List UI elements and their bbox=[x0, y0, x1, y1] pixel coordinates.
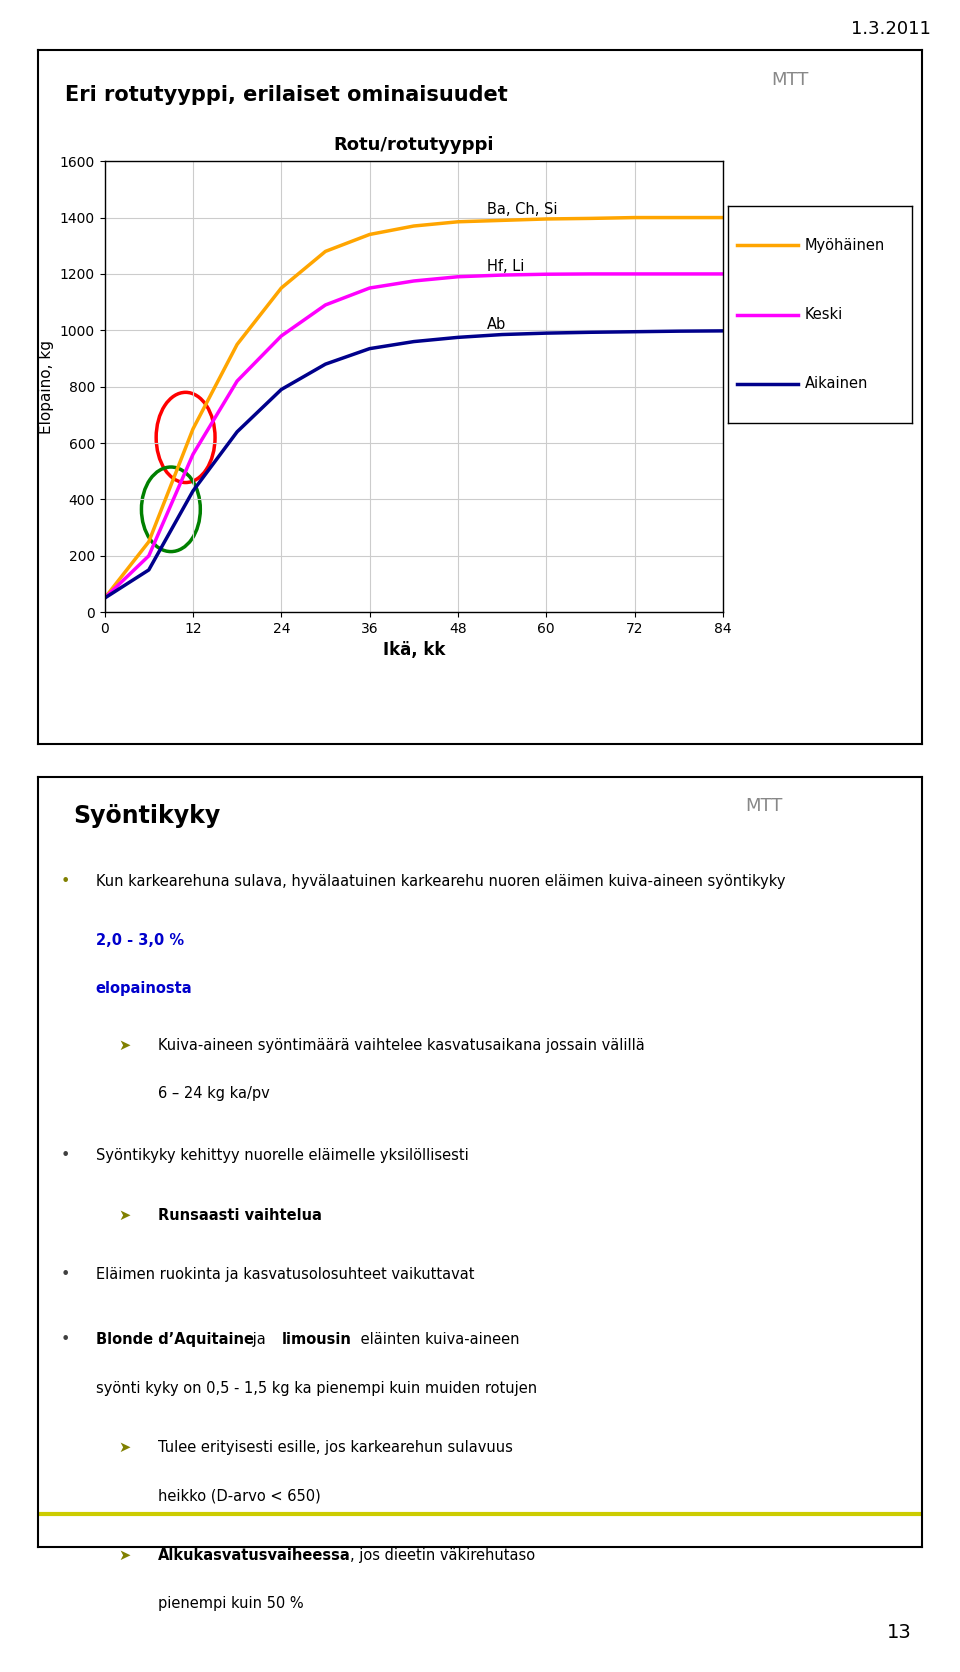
Line: Aikainen: Aikainen bbox=[105, 331, 723, 599]
Keski bbox=[99, 589, 110, 609]
Text: 6 – 24 kg ka/pv: 6 – 24 kg ka/pv bbox=[157, 1087, 270, 1102]
Keski bbox=[231, 371, 243, 391]
Myöhäinen bbox=[717, 207, 729, 227]
Text: Kuiva-aineen syöntimäärä vaihtelee kasvatusaikana jossain välillä: Kuiva-aineen syöntimäärä vaihtelee kasva… bbox=[157, 1038, 644, 1053]
Myöhäinen bbox=[496, 211, 508, 231]
Keski bbox=[187, 445, 199, 465]
Aikainen bbox=[276, 380, 287, 400]
Text: Aikainen: Aikainen bbox=[805, 376, 869, 391]
Text: limousin: limousin bbox=[281, 1333, 351, 1348]
Aikainen bbox=[673, 321, 684, 341]
Myöhäinen bbox=[673, 207, 684, 227]
Text: Alkukasvatusvaiheessa: Alkukasvatusvaiheessa bbox=[157, 1548, 350, 1563]
Myöhäinen bbox=[540, 209, 552, 229]
Aikainen bbox=[364, 339, 375, 359]
Text: Tulee erityisesti esille, jos karkearehun sulavuus: Tulee erityisesti esille, jos karkearehu… bbox=[157, 1440, 513, 1455]
Text: •: • bbox=[60, 1267, 70, 1282]
Text: heikko (D-arvo < 650): heikko (D-arvo < 650) bbox=[157, 1488, 321, 1503]
Text: Hf, Li: Hf, Li bbox=[488, 259, 525, 274]
Myöhäinen bbox=[452, 212, 464, 232]
Myöhäinen bbox=[276, 278, 287, 298]
Text: ➤: ➤ bbox=[118, 1038, 131, 1053]
Myöhäinen bbox=[320, 241, 331, 261]
Aikainen bbox=[408, 331, 420, 351]
Text: ➤: ➤ bbox=[118, 1440, 131, 1455]
Myöhäinen bbox=[408, 216, 420, 236]
Text: •: • bbox=[60, 1333, 70, 1348]
Text: 1.3.2011: 1.3.2011 bbox=[852, 20, 931, 38]
Aikainen bbox=[452, 328, 464, 348]
Myöhäinen bbox=[187, 420, 199, 440]
Keski bbox=[364, 278, 375, 298]
Aikainen bbox=[187, 482, 199, 502]
Myöhäinen bbox=[143, 532, 155, 552]
Line: Myöhäinen: Myöhäinen bbox=[105, 217, 723, 599]
Text: eläinten kuiva-aineen: eläinten kuiva-aineen bbox=[356, 1333, 520, 1348]
Title: Rotu/rotutyyppi: Rotu/rotutyyppi bbox=[333, 135, 494, 154]
Aikainen bbox=[585, 323, 596, 343]
Aikainen bbox=[99, 589, 110, 609]
Aikainen bbox=[143, 560, 155, 580]
Text: ➤: ➤ bbox=[118, 1548, 131, 1563]
Myöhäinen bbox=[629, 207, 640, 227]
Keski bbox=[320, 294, 331, 314]
Text: Syöntikyky kehittyy nuorelle eläimelle yksilöllisesti: Syöntikyky kehittyy nuorelle eläimelle y… bbox=[96, 1149, 468, 1164]
Aikainen bbox=[231, 421, 243, 441]
X-axis label: Ikä, kk: Ikä, kk bbox=[383, 642, 444, 659]
Text: pienempi kuin 50 %: pienempi kuin 50 % bbox=[157, 1597, 303, 1612]
Aikainen bbox=[320, 354, 331, 375]
Myöhäinen bbox=[231, 334, 243, 354]
Aikainen bbox=[540, 323, 552, 343]
Keski bbox=[276, 326, 287, 346]
Text: Runsaasti vaihtelua: Runsaasti vaihtelua bbox=[157, 1207, 322, 1222]
Myöhäinen bbox=[99, 589, 110, 609]
Text: •: • bbox=[60, 873, 70, 888]
Text: Blonde d’Aquitaine: Blonde d’Aquitaine bbox=[96, 1333, 253, 1348]
Keski bbox=[496, 266, 508, 286]
Myöhäinen bbox=[364, 224, 375, 244]
Keski bbox=[143, 545, 155, 565]
Text: ➤: ➤ bbox=[118, 1207, 131, 1222]
Text: 2,0 - 3,0 %: 2,0 - 3,0 % bbox=[96, 933, 184, 948]
Y-axis label: Elopaino, kg: Elopaino, kg bbox=[39, 339, 54, 433]
Line: Keski: Keski bbox=[105, 274, 723, 599]
Text: 13: 13 bbox=[887, 1624, 912, 1642]
Keski bbox=[585, 264, 596, 284]
Text: Myöhäinen: Myöhäinen bbox=[805, 237, 885, 252]
Text: Syöntikyky: Syöntikyky bbox=[74, 804, 221, 828]
Keski bbox=[717, 264, 729, 284]
Text: Ba, Ch, Si: Ba, Ch, Si bbox=[488, 202, 558, 217]
Text: Keski: Keski bbox=[805, 308, 843, 323]
Text: MTT: MTT bbox=[745, 798, 782, 814]
Text: Eri rotutyyppi, erilaiset ominaisuudet: Eri rotutyyppi, erilaiset ominaisuudet bbox=[65, 85, 508, 105]
Text: Ab: Ab bbox=[488, 318, 507, 333]
Aikainen bbox=[496, 324, 508, 344]
Myöhäinen bbox=[585, 209, 596, 229]
Text: ja: ja bbox=[248, 1333, 270, 1348]
Text: MTT: MTT bbox=[772, 70, 809, 89]
Text: elopainosta: elopainosta bbox=[96, 981, 192, 997]
Keski bbox=[629, 264, 640, 284]
Keski bbox=[540, 264, 552, 284]
Aikainen bbox=[717, 321, 729, 341]
Keski bbox=[408, 271, 420, 291]
Text: , jos dieetin väkirehutaso: , jos dieetin väkirehutaso bbox=[350, 1548, 536, 1563]
Keski bbox=[452, 268, 464, 288]
Keski bbox=[673, 264, 684, 284]
Aikainen bbox=[629, 321, 640, 341]
Text: Kun karkearehuna sulava, hyvälaatuinen karkearehu nuoren eläimen kuiva-aineen sy: Kun karkearehuna sulava, hyvälaatuinen k… bbox=[96, 873, 785, 888]
Text: Eläimen ruokinta ja kasvatusolosuhteet vaikuttavat: Eläimen ruokinta ja kasvatusolosuhteet v… bbox=[96, 1267, 474, 1282]
Text: •: • bbox=[60, 1149, 70, 1164]
Text: syönti kyky on 0,5 - 1,5 kg ka pienempi kuin muiden rotujen: syönti kyky on 0,5 - 1,5 kg ka pienempi … bbox=[96, 1381, 537, 1396]
